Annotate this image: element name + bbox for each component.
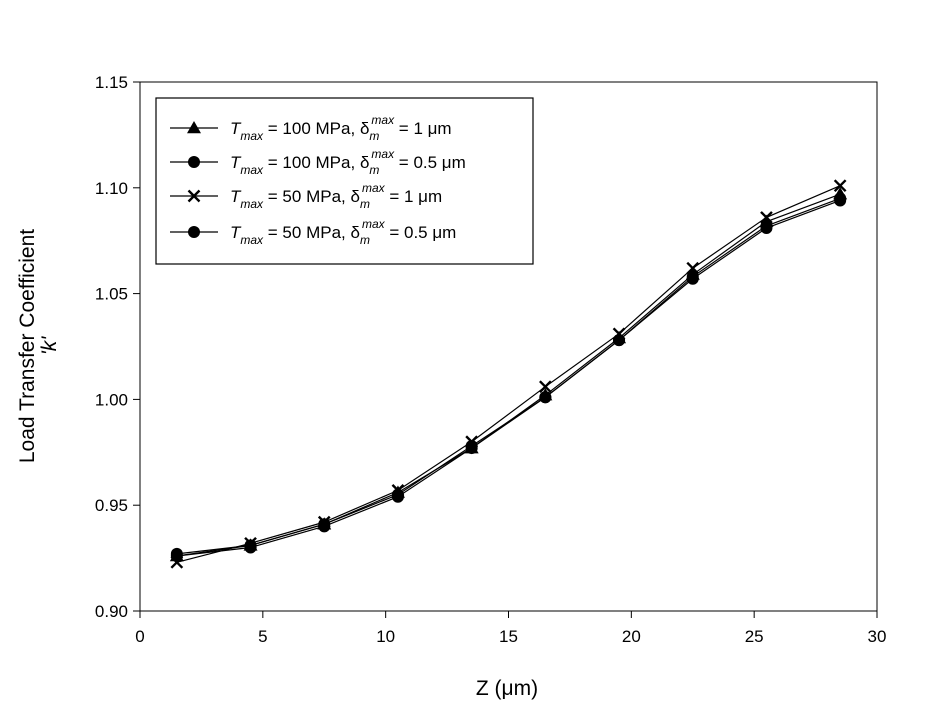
y-tick-label: 1.05 — [95, 285, 128, 304]
y-tick-label: 1.10 — [95, 179, 128, 198]
legend-marker — [187, 121, 201, 134]
series-line — [176, 185, 841, 563]
legend-label: Tmax = 100 MPa, δmmax = 0.5 μm — [230, 147, 466, 177]
data-point — [318, 518, 331, 531]
y-tick-label: 0.90 — [95, 602, 128, 621]
data-point — [391, 488, 404, 501]
data-point — [539, 391, 552, 404]
x-tick-label: 10 — [376, 627, 395, 646]
data-point — [244, 539, 257, 552]
legend-entry: Tmax = 50 MPa, δmmax = 1 μm — [170, 181, 442, 211]
data-point — [170, 547, 183, 560]
data-point — [613, 334, 626, 347]
x-tick-label: 20 — [622, 627, 641, 646]
data-point — [760, 211, 773, 224]
legend-marker — [188, 226, 200, 238]
legend: Tmax = 100 MPa, δmmax = 1 μm Tmax = 100 M… — [155, 97, 534, 265]
data-point — [686, 261, 700, 275]
data-point — [760, 219, 773, 232]
x-tick-label: 0 — [135, 627, 144, 646]
legend-marker — [188, 156, 200, 168]
x-tick-label: 5 — [258, 627, 267, 646]
legend-label: Tmax = 50 MPa, δmmax = 0.5 μm — [230, 217, 456, 247]
legend-entry: Tmax = 100 MPa, δmmax = 0.5 μm — [170, 147, 466, 177]
series-line — [176, 199, 841, 557]
legend-box — [155, 97, 534, 265]
y-axis-label-line1: Load Transfer Coefficient — [16, 229, 39, 463]
legend-label: Tmax = 50 MPa, δmmax = 1 μm — [230, 181, 442, 211]
legend-entry: Tmax = 100 MPa, δmmax = 1 μm — [170, 113, 452, 143]
y-tick-label: 1.15 — [95, 73, 128, 92]
x-tick-label: 15 — [499, 627, 518, 646]
legend-marker — [187, 189, 201, 203]
y-axis-label: Load Transfer Coefficient 'k' — [16, 229, 61, 463]
data-point — [833, 179, 847, 193]
data-point — [834, 192, 847, 205]
x-axis-label: Z (μm) — [476, 677, 538, 700]
data-point — [465, 439, 478, 452]
legend-entry: Tmax = 50 MPa, δmmax = 0.5 μm — [170, 217, 456, 247]
series-line — [176, 197, 841, 555]
series-4 — [170, 192, 847, 560]
data-point — [170, 555, 184, 569]
data-point — [539, 380, 552, 394]
x-tick-label: 30 — [868, 627, 887, 646]
x-tick-label: 25 — [745, 627, 764, 646]
y-axis-label-line2: 'k' — [38, 336, 61, 356]
y-tick-label: 0.95 — [95, 496, 128, 515]
y-tick-label: 1.00 — [95, 390, 128, 409]
data-point — [686, 270, 699, 283]
legend-label: Tmax = 100 MPa, δmmax = 1 μm — [230, 113, 452, 143]
